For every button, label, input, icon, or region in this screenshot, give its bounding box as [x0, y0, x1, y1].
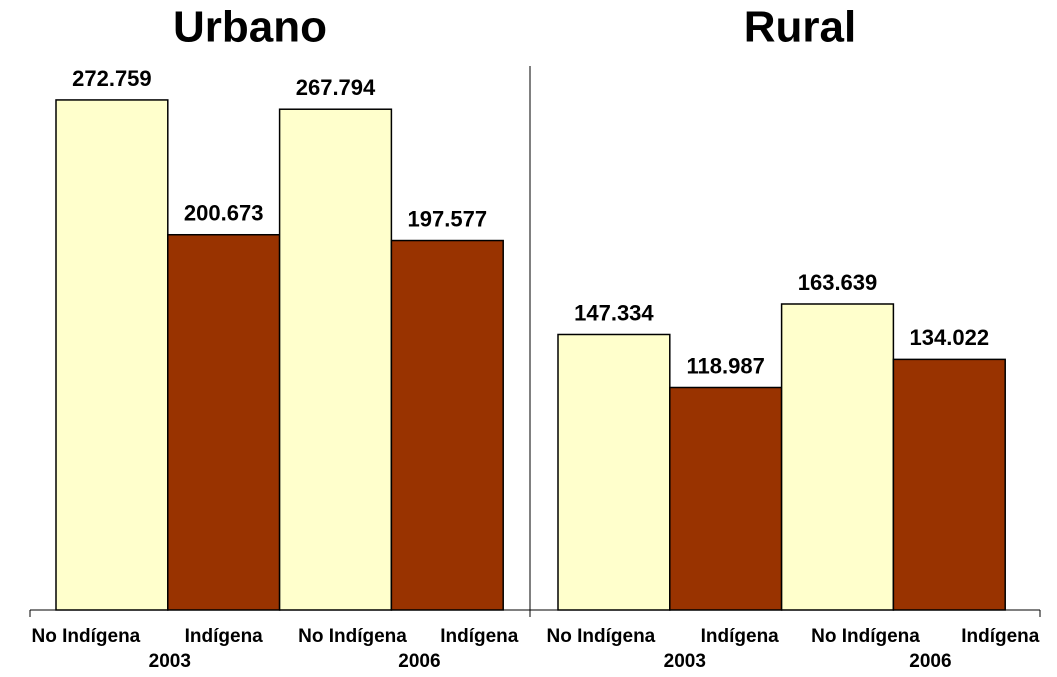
x-tick-label: No Indígena	[811, 626, 920, 647]
bar	[557, 333, 671, 611]
data-label: 200.673	[184, 201, 264, 226]
data-label: 163.639	[798, 270, 878, 295]
group-label: 2003	[149, 651, 191, 672]
x-tick-label: Indígena	[440, 626, 519, 647]
panel-title: Urbano	[173, 3, 327, 52]
bar	[278, 108, 393, 611]
bar	[390, 239, 504, 611]
data-label: 272.759	[72, 66, 152, 91]
group-label: 2006	[398, 651, 440, 672]
x-tick-label: No Indígena	[32, 626, 141, 647]
x-tick-label: Indígena	[701, 626, 780, 647]
x-tick-label: Indígena	[185, 626, 264, 647]
x-tick-label: Indígena	[961, 626, 1040, 647]
bar	[167, 233, 281, 611]
x-tick-label: No Indígena	[547, 626, 656, 647]
bar	[55, 99, 169, 611]
group-label: 2003	[664, 651, 706, 672]
data-label: 134.022	[910, 325, 990, 350]
data-label: 118.987	[687, 353, 765, 378]
bar	[780, 303, 895, 611]
panel-title: Rural	[744, 3, 856, 52]
data-label: 267.794	[296, 75, 376, 100]
group-label: 2006	[909, 651, 951, 672]
data-label: 147.334	[574, 300, 654, 325]
data-label: 197.577	[408, 206, 488, 231]
bar	[669, 386, 783, 611]
x-tick-label: No Indígena	[298, 626, 407, 647]
bar	[892, 358, 1006, 611]
